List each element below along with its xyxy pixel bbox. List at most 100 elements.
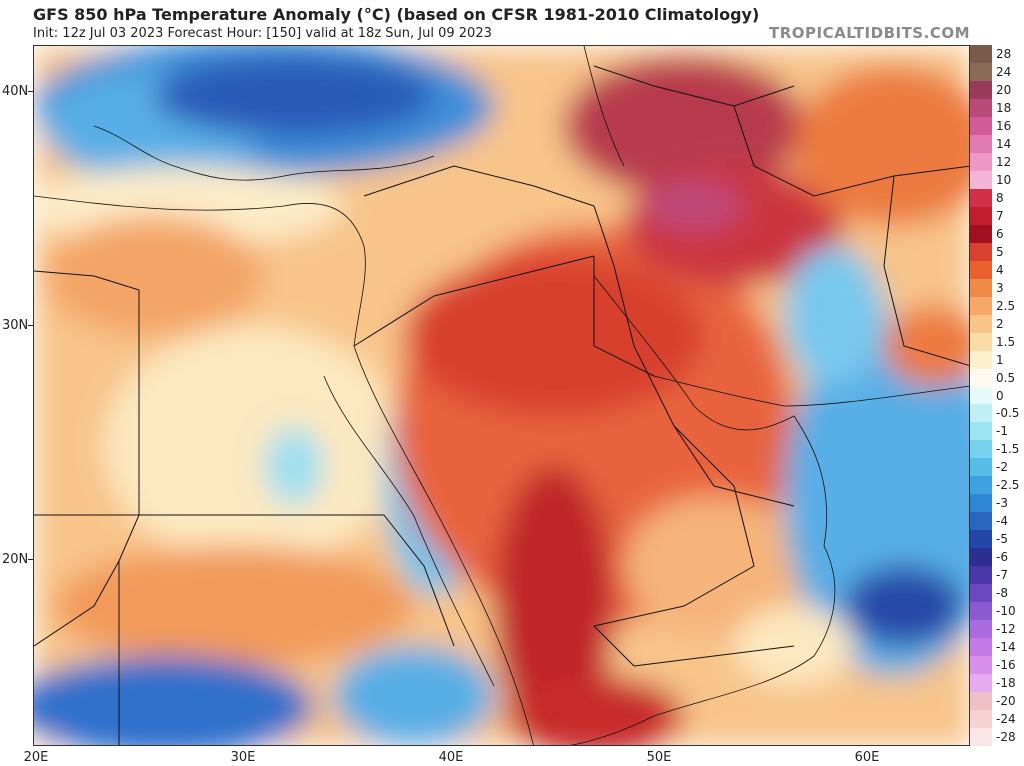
- color-scale-label: 28: [996, 46, 1012, 61]
- color-scale-label: 20: [996, 82, 1012, 97]
- color-scale-swatch: [970, 314, 992, 334]
- color-scale-swatch: [970, 350, 992, 370]
- color-scale-label: -7: [996, 568, 1008, 583]
- color-scale-label: -24: [996, 712, 1016, 727]
- color-scale-swatch: [970, 170, 992, 190]
- color-scale-label: -3: [996, 496, 1008, 511]
- lon-label-30e: 30E: [230, 750, 256, 765]
- color-scale-label: -2.5: [996, 478, 1020, 493]
- lon-label-40e: 40E: [438, 750, 464, 765]
- cool-region-ethiopia: [334, 646, 494, 745]
- very-warm-spot-iran: [644, 181, 744, 231]
- color-scale-swatch: [970, 98, 992, 118]
- cool-region-turkey-core: [154, 56, 434, 136]
- color-scale-label: -2: [996, 460, 1008, 475]
- coastlines: [34, 46, 969, 745]
- color-scale-swatch: [970, 494, 992, 513]
- color-scale-label: -6: [996, 550, 1008, 565]
- anomaly-map: [33, 45, 970, 746]
- color-scale-swatch: [970, 188, 992, 208]
- color-scale-swatch: [970, 692, 992, 711]
- color-scale-swatch: [970, 566, 992, 585]
- color-scale-swatch: [970, 260, 992, 280]
- forecast-info: Init: 12z Jul 03 2023 Forecast Hour: [15…: [33, 26, 492, 41]
- color-scale-swatch: [970, 45, 992, 64]
- color-scale-swatch: [970, 548, 992, 567]
- color-scale-label: 8: [996, 190, 1004, 205]
- color-scale-bar: [970, 45, 992, 747]
- color-scale-label: 1: [996, 352, 1004, 367]
- color-scale-label: -1.5: [996, 442, 1020, 457]
- color-scale-swatch: [970, 458, 992, 477]
- color-scale-swatch: [970, 440, 992, 459]
- color-scale-label: 24: [996, 64, 1012, 79]
- lat-label-20n: 20N: [2, 552, 29, 567]
- color-scale-swatch: [970, 602, 992, 621]
- color-scale-swatch: [970, 224, 992, 244]
- color-scale-swatch: [970, 134, 992, 154]
- lon-label-50e: 50E: [646, 750, 672, 765]
- color-scale-swatch: [970, 62, 992, 82]
- color-scale-swatch: [970, 422, 992, 441]
- color-scale-swatch: [970, 152, 992, 172]
- color-scale-label: -10: [996, 604, 1016, 619]
- chart-title: GFS 850 hPa Temperature Anomaly (°C) (ba…: [33, 5, 760, 24]
- color-scale-label: -5: [996, 532, 1008, 547]
- color-scale-label: 4: [996, 262, 1004, 277]
- color-scale-label: 10: [996, 172, 1012, 187]
- color-scale-label: 0: [996, 388, 1004, 403]
- color-scale-label: 7: [996, 208, 1004, 223]
- warm-region-central-asia: [794, 66, 969, 226]
- hot-region-yemen: [504, 676, 684, 745]
- warm-region-sudan: [54, 546, 414, 666]
- color-scale-label: -8: [996, 586, 1008, 601]
- color-scale-swatch: [970, 368, 992, 387]
- color-scale-label: 14: [996, 136, 1012, 151]
- lat-label-40n: 40N: [2, 84, 29, 99]
- warm-region-libya: [44, 216, 264, 336]
- color-scale-label: -14: [996, 640, 1016, 655]
- color-scale-swatch: [970, 710, 992, 729]
- color-scale-label: 1.5: [996, 334, 1016, 349]
- color-scale-label: 16: [996, 118, 1012, 133]
- color-scale-label: -28: [996, 730, 1016, 744]
- cool-region-sahel: [34, 656, 314, 745]
- color-scale-swatch: [970, 296, 992, 316]
- color-scale-swatch: [970, 656, 992, 675]
- color-scale-swatch: [970, 116, 992, 136]
- color-scale-label: 3: [996, 280, 1004, 295]
- lat-label-30n: 30N: [2, 318, 29, 333]
- color-scale-label: -0.5: [996, 406, 1020, 421]
- warm-region-pakistan: [884, 306, 969, 386]
- color-scale-swatch: [970, 674, 992, 693]
- color-scale-label: 6: [996, 226, 1004, 241]
- mild-region-oman: [624, 496, 804, 636]
- color-scale-label: 0.5: [996, 370, 1016, 385]
- color-scale-swatch: [970, 386, 992, 405]
- color-scale-label: -18: [996, 676, 1016, 691]
- color-scale-swatch: [970, 620, 992, 639]
- lon-label-60e: 60E: [854, 750, 880, 765]
- color-scale-label: -12: [996, 622, 1016, 637]
- lon-label-20e: 20E: [23, 750, 49, 765]
- color-scale-swatch: [970, 584, 992, 603]
- color-scale-swatch: [970, 278, 992, 298]
- site-watermark: TROPICALTIDBITS.COM: [769, 24, 970, 42]
- hot-region-iraq: [404, 256, 704, 416]
- neutral-region-egypt: [104, 326, 404, 566]
- color-scale-swatch: [970, 638, 992, 657]
- cool-region-iran-east: [784, 246, 884, 386]
- color-scale-swatch: [970, 332, 992, 352]
- hot-region-west-arabia: [494, 466, 614, 745]
- color-scale-label: -20: [996, 694, 1016, 709]
- color-scale-swatch: [970, 404, 992, 423]
- color-scale-swatch: [970, 512, 992, 531]
- color-scale-label: 2.5: [996, 298, 1016, 313]
- color-scale-label: -16: [996, 658, 1016, 673]
- color-scale-swatch: [970, 206, 992, 226]
- cool-region-arabian-sea: [844, 566, 964, 646]
- color-scale-swatch: [970, 530, 992, 549]
- color-scale-label: 2: [996, 316, 1004, 331]
- color-scale-swatch: [970, 476, 992, 495]
- color-scale-label: 5: [996, 244, 1004, 259]
